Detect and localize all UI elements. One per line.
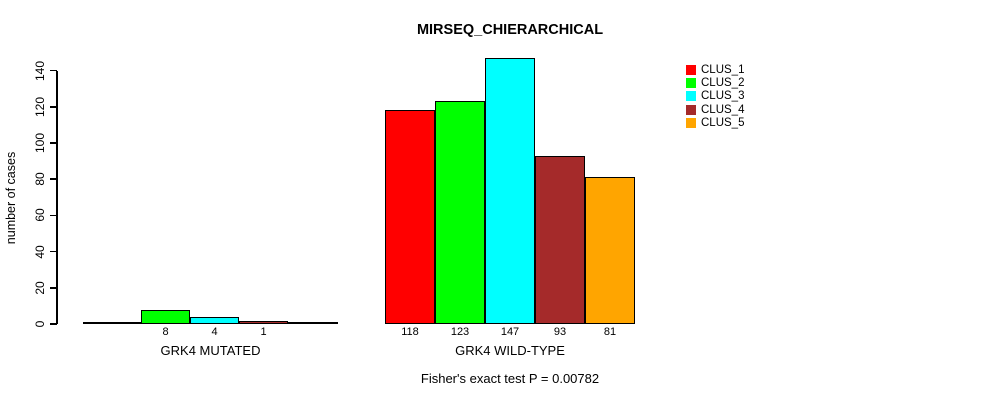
y-axis-line (56, 70, 58, 324)
bar-clus_3 (190, 316, 239, 324)
y-tick-label: 100 (33, 133, 47, 154)
bar-clus_2 (435, 101, 485, 324)
chart-title: MIRSEQ_CHIERARCHICAL (416, 22, 604, 38)
legend-item: CLUS_1 (686, 63, 744, 76)
fisher-test-caption: Fisher's exact test P = 0.00782 (420, 371, 600, 386)
y-tick-label: 20 (33, 281, 47, 295)
legend: CLUS_1 CLUS_2 CLUS_3 CLUS_4 CLUS_5 (686, 63, 744, 130)
y-tick (50, 142, 57, 144)
bar-clus_1 (385, 110, 435, 324)
legend-item: CLUS_2 (686, 76, 744, 89)
bar-value-label: 93 (553, 326, 567, 338)
bar-value-label: 81 (603, 326, 617, 338)
legend-label: CLUS_3 (701, 90, 745, 103)
legend-item: CLUS_4 (686, 103, 744, 116)
legend-label: CLUS_1 (701, 63, 745, 76)
legend-swatch-clus_1 (686, 64, 696, 75)
bar-value-label: 1 (260, 326, 267, 338)
legend-label: CLUS_5 (701, 117, 745, 130)
legend-label: CLUS_2 (701, 77, 745, 90)
legend-swatch-clus_2 (686, 78, 696, 89)
y-tick (50, 250, 57, 253)
legend-swatch-clus_5 (686, 118, 696, 129)
legend-swatch-clus_3 (686, 91, 696, 102)
group-label: GRK4 WILD-TYPE (455, 343, 565, 358)
bar-value-label: 123 (450, 326, 470, 338)
legend-label: CLUS_4 (701, 103, 745, 116)
y-tick (50, 214, 57, 217)
y-tick (50, 106, 57, 108)
bar-clus_2 (141, 309, 190, 324)
y-tick-label: 0 (33, 320, 47, 328)
y-tick-label: 60 (33, 208, 47, 223)
legend-item: CLUS_5 (686, 117, 744, 130)
bar-value-label: 4 (211, 326, 218, 338)
y-tick (50, 323, 57, 325)
legend-swatch-clus_4 (686, 104, 696, 115)
y-tick (50, 178, 57, 180)
y-tick-label: 40 (33, 244, 47, 259)
bar-clus_3 (485, 58, 535, 324)
y-axis-label: number of cases (4, 151, 18, 245)
y-tick-label: 140 (33, 60, 47, 81)
bar-clus_4 (239, 321, 288, 324)
y-tick-label: 80 (33, 172, 47, 186)
group-label: GRK4 MUTATED (160, 343, 261, 358)
y-tick-label: 120 (33, 96, 47, 117)
y-tick (50, 69, 57, 72)
bar-value-label: 147 (500, 326, 520, 338)
y-tick (50, 287, 57, 289)
bar-clus_5 (585, 177, 635, 324)
bar-value-label: 8 (162, 326, 169, 338)
legend-item: CLUS_3 (686, 90, 744, 103)
bar-value-label: 118 (401, 326, 419, 338)
bar-clus_4 (535, 155, 585, 324)
